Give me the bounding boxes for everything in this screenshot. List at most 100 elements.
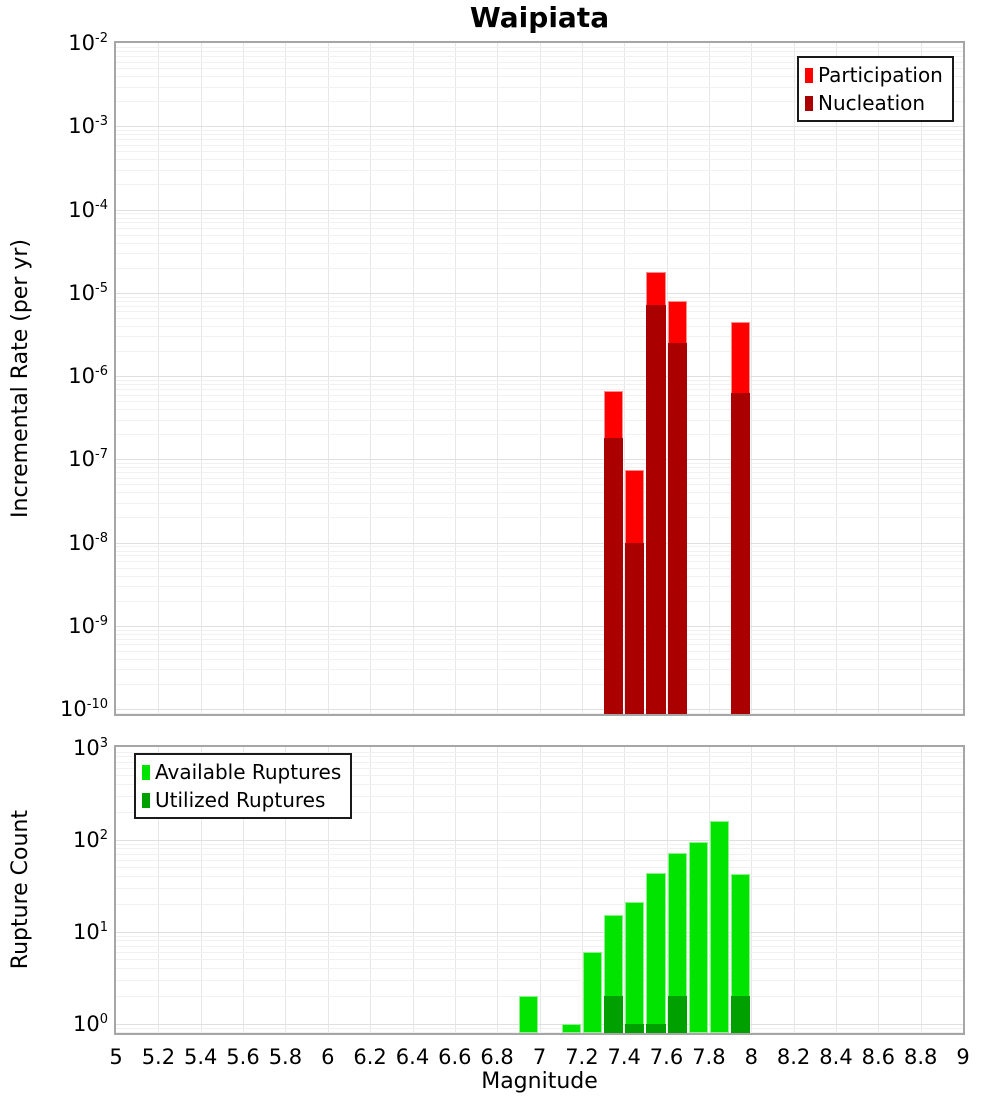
bar-available-ruptures	[646, 873, 666, 1033]
gridline-minor	[116, 305, 963, 307]
y-tick-label: 10-2	[68, 31, 108, 55]
x-tick-label: 7.4	[607, 1045, 641, 1069]
gridline-minor	[116, 561, 963, 562]
legend-label-nucleation: Nucleation	[818, 91, 926, 115]
y-tick-label: 10-5	[68, 280, 108, 305]
gridline-minor	[116, 575, 963, 577]
gridline-minor	[116, 86, 963, 88]
gridline-minor	[116, 629, 963, 631]
gridline-minor	[116, 811, 963, 813]
bar-available-ruptures	[709, 820, 730, 1033]
gridline-minor	[116, 751, 963, 753]
x-tick-label: 5.8	[268, 1045, 303, 1069]
bar-utilized-ruptures	[625, 1023, 645, 1033]
gridline-vertical	[454, 747, 456, 1033]
gridline-minor	[116, 658, 963, 660]
gridline-major	[116, 292, 963, 294]
gridline-minor	[116, 267, 963, 269]
x-axis-label: Magnitude	[481, 1069, 598, 1094]
gridline-minor	[116, 336, 963, 338]
gridline-minor	[116, 472, 963, 474]
utilized-ruptures-swatch	[142, 792, 150, 808]
gridline-minor	[116, 46, 963, 48]
legend-item-utilized-ruptures: Utilized Ruptures	[142, 786, 341, 814]
gridline-major	[116, 931, 963, 933]
gridline-minor	[116, 903, 963, 905]
gridline-vertical	[412, 43, 414, 714]
gridline-vertical	[624, 747, 626, 1033]
gridline-minor	[116, 350, 963, 352]
available-ruptures-swatch	[142, 764, 150, 780]
gridline-minor	[116, 712, 963, 714]
gridline-vertical	[285, 747, 287, 1033]
gridline-minor	[116, 638, 963, 640]
bar-available-ruptures	[688, 841, 708, 1033]
gridline-vertical	[412, 747, 414, 1033]
legend-item-nucleation: Nucleation	[805, 89, 943, 117]
gridline-minor	[116, 217, 963, 219]
gridline-vertical	[454, 43, 456, 714]
gridline-minor	[116, 242, 963, 244]
gridline-vertical	[878, 43, 880, 714]
gridline-minor	[116, 130, 963, 132]
bar-nucleation	[604, 438, 624, 714]
gridline-minor	[116, 492, 963, 494]
gridline-vertical	[793, 43, 795, 714]
gridline-major	[116, 376, 963, 377]
gridline-minor	[116, 228, 963, 229]
gridline-minor	[116, 887, 963, 889]
gridline-minor	[116, 867, 963, 869]
gridline-minor	[116, 434, 963, 436]
x-tick-label: 8.6	[861, 1045, 895, 1069]
gridline-minor	[116, 222, 963, 224]
y-tick-label: 10-8	[68, 530, 108, 555]
gridline-minor	[116, 959, 963, 961]
y-tick-label: 10-7	[68, 447, 108, 472]
bar-nucleation	[625, 542, 645, 714]
gridline-minor	[116, 463, 963, 465]
gridline-minor	[116, 213, 963, 215]
gridline-minor	[116, 55, 963, 57]
gridline-vertical	[200, 747, 202, 1033]
x-tick-label: 8	[744, 1045, 758, 1069]
gridline-major	[116, 542, 963, 544]
gridline-minor	[116, 683, 963, 685]
y-tick-label: 103	[72, 735, 108, 760]
x-tick-label: 8.4	[819, 1045, 853, 1069]
y-tick-label: 100	[72, 1011, 108, 1036]
gridline-minor	[116, 169, 963, 171]
gridline-vertical	[836, 43, 837, 714]
gridline-minor	[116, 853, 963, 855]
participation-swatch	[805, 67, 813, 83]
gridline-minor	[116, 144, 963, 146]
y-tick-label: 10-10	[60, 697, 108, 721]
rate-legend: Participation Nucleation	[797, 56, 954, 122]
gridline-minor	[116, 184, 963, 186]
gridline-vertical	[327, 43, 329, 714]
y-tick-label: 10-6	[68, 364, 108, 388]
gridline-minor	[116, 388, 963, 390]
gridline-vertical	[370, 747, 372, 1033]
gridline-minor	[116, 586, 963, 587]
gridline-minor	[116, 979, 963, 981]
gridline-minor	[116, 995, 963, 997]
gridline-major	[116, 625, 963, 627]
gridline-minor	[116, 419, 963, 421]
x-tick-label: 7	[532, 1045, 547, 1069]
gridline-minor	[116, 296, 963, 298]
x-tick-label: 5.6	[226, 1045, 260, 1069]
gridline-major	[116, 209, 963, 211]
gridline-major	[116, 839, 963, 841]
gridline-vertical	[708, 43, 710, 714]
gridline-minor	[116, 633, 963, 635]
bar-utilized-ruptures	[667, 995, 687, 1033]
bar-nucleation	[731, 393, 751, 714]
gridline-minor	[116, 101, 963, 103]
legend-label-utilized-ruptures: Utilized Ruptures	[155, 788, 326, 812]
bar-utilized-ruptures	[731, 995, 751, 1033]
x-tick-label: 6	[321, 1045, 335, 1069]
x-tick-label: 5.2	[141, 1045, 176, 1069]
gridline-vertical	[158, 747, 160, 1033]
x-tick-label: 6.6	[438, 1045, 472, 1069]
